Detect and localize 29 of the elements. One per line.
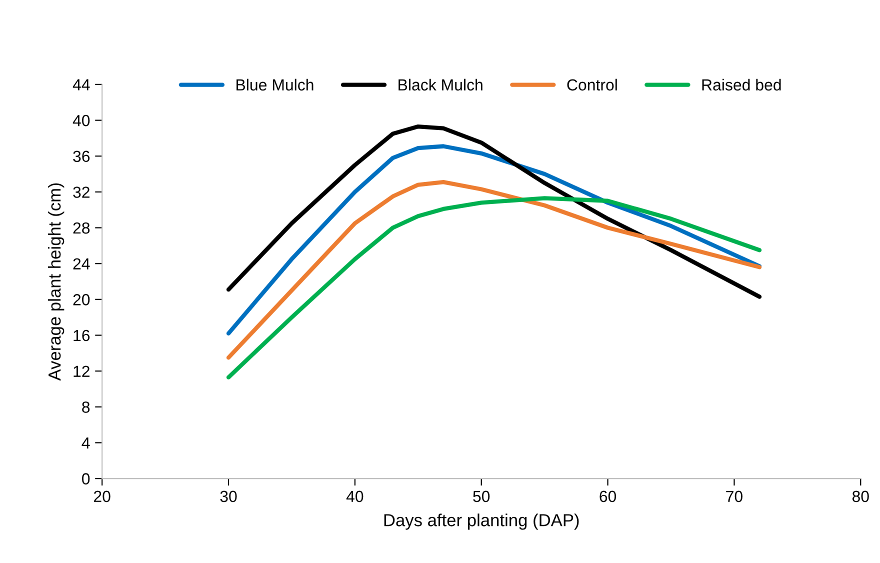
line-series <box>226 180 762 360</box>
legend-label: Control <box>567 78 617 91</box>
x-axis-title: Days after planting (DAP) <box>384 514 579 530</box>
y-tick-label: 24 <box>73 258 90 270</box>
y-axis-title: Average plant height (cm) <box>48 183 64 381</box>
x-tick-label: 50 <box>473 490 490 502</box>
y-tick-label: 8 <box>82 402 90 413</box>
y-tick-label: 4 <box>82 438 90 449</box>
line-series <box>226 196 762 380</box>
y-tick-label: 32 <box>73 186 90 198</box>
y-tick-label: 36 <box>73 150 90 162</box>
x-tick-label: 80 <box>852 490 869 502</box>
line-series <box>226 144 762 336</box>
legend-label: Raised bed <box>702 78 781 91</box>
legend-label: Blue Mulch <box>236 78 314 91</box>
x-tick-label: 20 <box>94 490 110 502</box>
x-tick-label: 40 <box>346 490 364 502</box>
y-tick-label: 0 <box>82 473 90 484</box>
y-tick-label: 20 <box>73 294 90 306</box>
y-tick-label: 44 <box>72 79 90 90</box>
y-tick-label: 12 <box>74 366 90 377</box>
legend-label: Black Mulch <box>398 78 482 91</box>
y-tick-label: 16 <box>74 330 90 342</box>
y-tick-label: 40 <box>72 114 90 126</box>
y-tick-label: 28 <box>73 222 90 234</box>
x-tick-label: 30 <box>220 490 237 502</box>
line-series <box>226 124 762 299</box>
x-tick-label: 60 <box>600 490 616 502</box>
x-tick-label: 70 <box>726 490 742 502</box>
